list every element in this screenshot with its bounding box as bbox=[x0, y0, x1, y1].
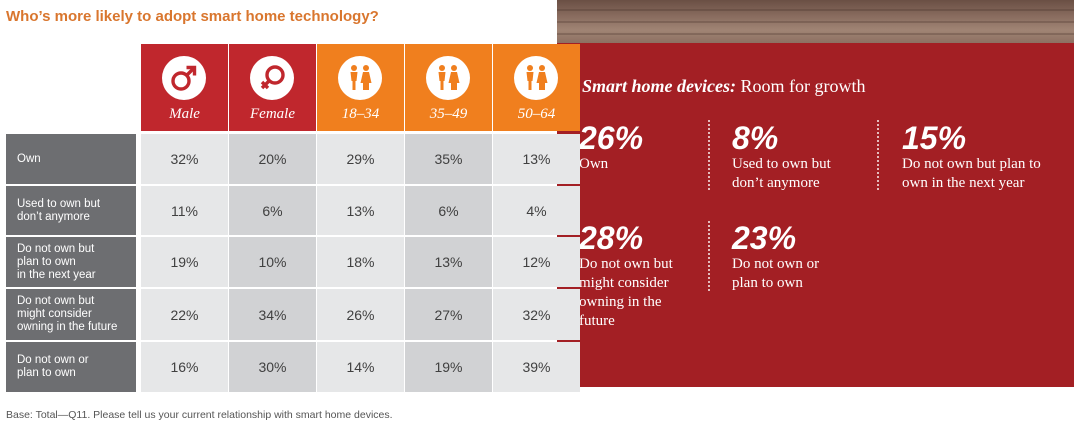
table-cell: 19% bbox=[405, 342, 492, 392]
stat-description-line: own in the next year bbox=[902, 175, 1025, 191]
stat-description-line: Do not own or bbox=[732, 256, 820, 272]
stat-value: 15% bbox=[902, 120, 967, 156]
row-label-line: owning in the future bbox=[17, 321, 118, 333]
table-cell: 10% bbox=[229, 237, 316, 287]
table-cell: 11% bbox=[141, 186, 228, 235]
table-cell: 34% bbox=[229, 289, 316, 340]
stat-value: 26% bbox=[579, 120, 644, 156]
column-header-age-2: 35–49 bbox=[405, 44, 492, 131]
stat-description-line: Used to own but bbox=[732, 156, 831, 172]
column-header-age-1: 18–34 bbox=[317, 44, 404, 131]
stat-block: 8% Used to own but don’t anymore bbox=[732, 121, 831, 193]
stat-divider bbox=[708, 221, 710, 291]
table-cell: 13% bbox=[317, 186, 404, 235]
row-label: Used to own but don’t anymore bbox=[6, 186, 136, 235]
footnote: Base: Total—Q11. Please tell us your cur… bbox=[6, 409, 393, 421]
female-icon bbox=[250, 56, 294, 100]
row-label: Do not own or plan to own bbox=[6, 342, 136, 392]
stat-description-line: don’t anymore bbox=[732, 175, 820, 191]
stat-divider bbox=[877, 120, 879, 190]
table-cell: 39% bbox=[493, 342, 580, 392]
row-label-line: Do not own but bbox=[17, 242, 95, 255]
chart-title: Who’s more likely to adopt smart home te… bbox=[6, 8, 379, 25]
stat-block: 23% Do not own or plan to own bbox=[732, 221, 819, 293]
column-header-female: Female bbox=[229, 44, 316, 131]
stat-description-line: Do not own but plan to bbox=[902, 156, 1041, 172]
table-cell: 35% bbox=[405, 134, 492, 184]
row-label-line: plan to own bbox=[17, 255, 76, 268]
stat-block: 26% Own bbox=[579, 121, 643, 174]
table-cell: 4% bbox=[493, 186, 580, 235]
row-label-line: plan to own bbox=[17, 367, 76, 379]
people-icon bbox=[338, 56, 382, 100]
stat-value: 23% bbox=[732, 220, 797, 256]
stat-description-line: might consider bbox=[579, 275, 669, 291]
table-cell: 6% bbox=[405, 186, 492, 235]
table-cell: 13% bbox=[405, 237, 492, 287]
column-header-label: 35–49 bbox=[429, 106, 468, 122]
table-cell: 13% bbox=[493, 134, 580, 184]
table-cell: 30% bbox=[229, 342, 316, 392]
stat-description-line: owning in the bbox=[579, 294, 662, 310]
row-label-line: in the next year bbox=[17, 268, 96, 281]
column-header-label: 18–34 bbox=[341, 106, 380, 122]
row-label: Do not own but plan to own in the next yea… bbox=[6, 237, 136, 287]
table-cell: 32% bbox=[141, 134, 228, 184]
row-label-line: Do not own but bbox=[17, 295, 95, 307]
growth-panel: Smart home devices: Room for growth 26% O… bbox=[557, 43, 1074, 387]
table-cell: 22% bbox=[141, 289, 228, 340]
column-header-label: Male bbox=[169, 106, 200, 122]
stat-description-line: Do not own but bbox=[579, 256, 673, 272]
table-cell: 16% bbox=[141, 342, 228, 392]
table-cell: 29% bbox=[317, 134, 404, 184]
table-cell: 32% bbox=[493, 289, 580, 340]
stat-description-line: Own bbox=[579, 156, 609, 172]
table-cell: 18% bbox=[317, 237, 404, 287]
table-cell: 14% bbox=[317, 342, 404, 392]
column-header-label: 50–64 bbox=[517, 106, 556, 122]
table-cell: 12% bbox=[493, 237, 580, 287]
table-cell: 19% bbox=[141, 237, 228, 287]
column-header-age-3: 50–64 bbox=[493, 44, 580, 131]
table-cell: 20% bbox=[229, 134, 316, 184]
row-label-line: might consider bbox=[17, 308, 92, 320]
row-label-line: don’t anymore bbox=[17, 210, 90, 223]
wood-texture-banner bbox=[557, 0, 1074, 43]
table-cell: 6% bbox=[229, 186, 316, 235]
panel-title-bold: Smart home devices: bbox=[582, 76, 736, 96]
stat-description-line: plan to own bbox=[732, 275, 803, 291]
row-label: Own bbox=[6, 134, 136, 184]
stat-value: 8% bbox=[732, 120, 779, 156]
table-cell: 27% bbox=[405, 289, 492, 340]
stat-block: 28% Do not own but might consider owning in… bbox=[579, 221, 673, 331]
panel-title: Smart home devices: Room for growth bbox=[582, 76, 865, 97]
table-cell: 26% bbox=[317, 289, 404, 340]
stat-block: 15% Do not own but plan to own in the next… bbox=[902, 121, 1041, 193]
people-icon bbox=[514, 56, 558, 100]
row-label-line: Own bbox=[17, 152, 41, 165]
row-label: Do not own but might consider owning in th… bbox=[6, 289, 136, 340]
stat-description-line: future bbox=[579, 313, 615, 329]
row-label-line: Used to own but bbox=[17, 197, 101, 210]
row-label-line: Do not own or bbox=[17, 354, 89, 366]
column-header-label: Female bbox=[250, 106, 295, 122]
panel-title-rest: Room for growth bbox=[740, 76, 866, 96]
people-icon bbox=[426, 56, 470, 100]
column-header-male: Male bbox=[141, 44, 228, 131]
stat-divider bbox=[708, 120, 710, 190]
stat-value: 28% bbox=[579, 220, 644, 256]
male-icon bbox=[162, 56, 206, 100]
